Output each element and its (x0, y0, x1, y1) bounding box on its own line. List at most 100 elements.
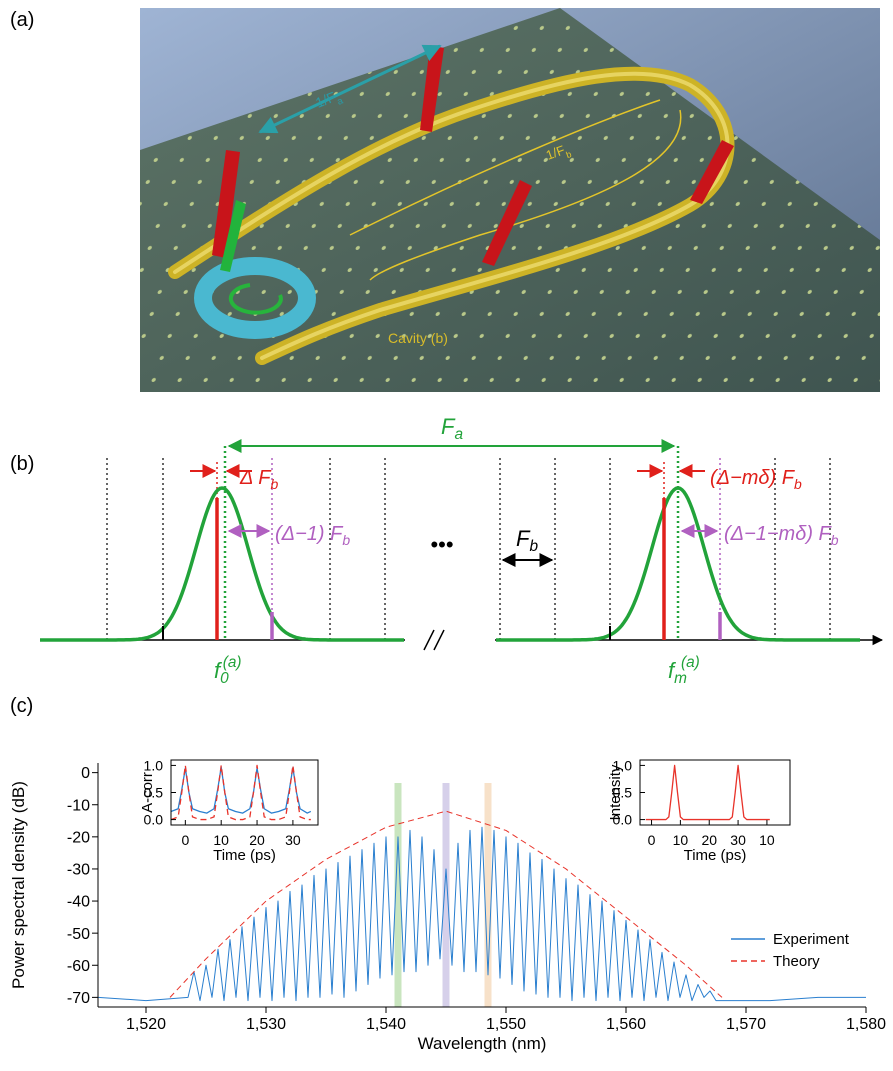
annotation-text: f (668, 658, 677, 683)
charts: 1,520 1,530 1,540 1,550 1,560 1,570 1,580 0 -10 -… (9, 757, 886, 1053)
x-axis-title: Time (ps) (213, 847, 276, 864)
annotation: f0(a) (214, 654, 242, 687)
x-tick-label: 0 (648, 832, 656, 848)
annotation-subscript: a (454, 426, 463, 443)
y-tick-label: -20 (67, 829, 90, 846)
paddle (690, 140, 734, 204)
annotation-subscript: b (831, 532, 839, 548)
y-tick-label: -70 (67, 990, 90, 1007)
annotation: Cavity (b) (388, 330, 448, 346)
chart: 1,520 1,530 1,540 1,550 1,560 1,570 1,580 0 -10 -… (9, 763, 886, 1053)
legend-label: Experiment (773, 931, 850, 948)
chart: 0 10 20 30 10 0.0 0.5 1.0 Time (ps) Intensity (607, 757, 791, 864)
annotation-text: 1/F (544, 142, 567, 163)
annotation: (Δ−1−mδ) Fb (724, 523, 839, 548)
annotation-text: F (441, 414, 456, 439)
x-tick-label: 1,530 (246, 1016, 286, 1033)
x-tick-label: 1,550 (486, 1016, 526, 1033)
highlight-band (442, 783, 450, 1007)
annotation-subscript: b (270, 476, 278, 492)
y-tick-label: -50 (67, 926, 90, 943)
x-axis-title: Time (ps) (684, 847, 747, 864)
paddle (220, 200, 246, 272)
annotation: 1/Fa (313, 86, 345, 115)
x-tick-label: 1,570 (726, 1016, 766, 1033)
annotation: ••• (430, 532, 453, 557)
annotation-superscript: (a) (681, 654, 700, 671)
y-axis-title: A-corr (139, 772, 156, 813)
x-tick-label: 30 (285, 832, 301, 848)
x-tick-label: 20 (701, 832, 717, 848)
legend-label: Theory (773, 953, 820, 970)
x-tick-label: 30 (730, 832, 746, 848)
mode-markers (216, 446, 721, 640)
annotation-text: Δ F (239, 467, 272, 489)
y-tick-label: -60 (67, 958, 90, 975)
y-tick-label: -30 (67, 862, 90, 879)
x-tick-label: 0 (181, 832, 189, 848)
cavity-b-modes (106, 458, 831, 640)
y-tick-label: -40 (67, 894, 90, 911)
x-axis-title: Wavelength (nm) (418, 1034, 547, 1053)
annotation-subscript: b (565, 149, 573, 160)
inner-path (349, 99, 661, 236)
y-tick-label: 0.0 (144, 811, 164, 827)
axis-break (423, 629, 435, 651)
x-tick-label: 1,520 (126, 1016, 166, 1033)
panel-label: (b) (10, 453, 34, 475)
annotation: 1/Fb (544, 141, 573, 167)
annotation: fm(a) (668, 654, 700, 687)
y-tick-label: 0.5 (613, 784, 633, 800)
x-tick-label: 10 (673, 832, 689, 848)
spectrum-diagram: Fa Δ Fb (Δ−mδ) Fb (Δ−1) Fb (Δ−1−mδ) Fb •… (40, 414, 884, 687)
annotation: (Δ−1) Fb (275, 523, 350, 548)
inner-path (369, 109, 682, 281)
y-axis-title: Power spectral density (dB) (9, 781, 28, 989)
highlight-band (484, 783, 492, 1007)
y-tick-label: -10 (67, 797, 90, 814)
annotation-text: F (516, 526, 531, 551)
x-tick-label: 10 (759, 832, 775, 848)
annotation-text: Cavity (b) (388, 330, 448, 346)
y-axis-title: Intensity (607, 764, 624, 820)
y-tick-label: 1.0 (144, 757, 164, 773)
series-line (97, 826, 866, 1002)
paddle (212, 150, 240, 258)
annotation-text: ••• (430, 532, 453, 557)
annotation: Fa (441, 414, 463, 443)
length-arrow (258, 44, 442, 134)
y-tick-label: 0 (81, 765, 90, 782)
annotation-subscript: b (529, 538, 538, 555)
x-tick-label: 1,560 (606, 1016, 646, 1033)
gain-profile (40, 486, 404, 642)
annotation-subscript: a (336, 95, 346, 107)
fiber-highlight (173, 71, 730, 360)
y-tick-label: 0.0 (613, 811, 633, 827)
y-tick-label: 0.5 (144, 784, 164, 800)
annotation-subscript: m (674, 670, 687, 687)
x-tick-label: 1,540 (366, 1016, 406, 1033)
annotation-text: (Δ−mδ) F (710, 467, 796, 489)
annotation-subscript: b (342, 532, 350, 548)
annotation: Δ Fb (239, 467, 278, 492)
x-tick-label: 1,580 (846, 1016, 886, 1033)
ring-resonator (194, 257, 316, 339)
ring-arrow (228, 283, 283, 315)
axis-break (433, 629, 445, 651)
x-tick-label: 10 (213, 832, 229, 848)
annotation: Fb (516, 526, 538, 555)
panel-label: (a) (10, 9, 34, 31)
series-line (645, 764, 770, 821)
annotation-text: f (214, 658, 223, 683)
plot-frame (639, 759, 791, 826)
paddle (482, 180, 532, 266)
annotation-text: (Δ−1) F (275, 523, 344, 545)
annotation-subscript: b (794, 476, 802, 492)
annotation-text: (Δ−1−mδ) F (724, 523, 833, 545)
annotation-subscript: 0 (220, 670, 229, 687)
annotation: (Δ−mδ) Fb (710, 467, 802, 492)
x-tick-label: 20 (249, 832, 265, 848)
chart: 0 10 20 30 0.0 0.5 1.0 Time (ps) A-corr (139, 757, 319, 864)
